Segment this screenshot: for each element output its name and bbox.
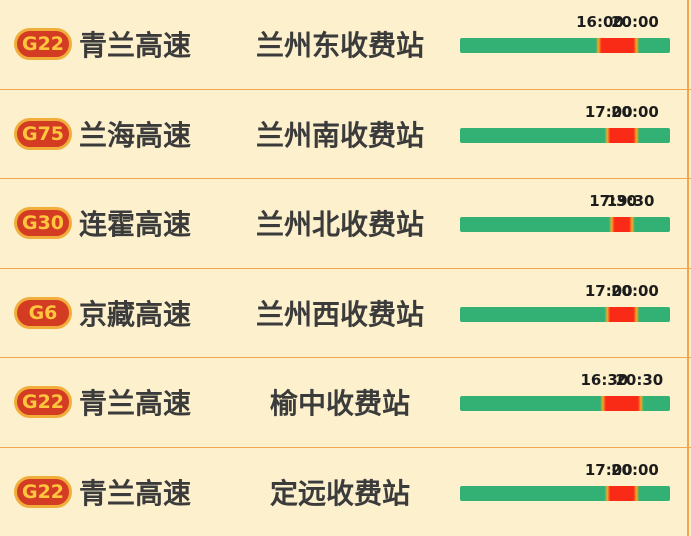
highway-number-badge: G22 bbox=[14, 386, 72, 419]
highway-number-badge: G75 bbox=[14, 117, 72, 150]
congestion-start-time-label: 17:30 bbox=[589, 192, 637, 210]
congestion-bar bbox=[460, 396, 670, 411]
toll-station-row[interactable]: G22 青兰高速 兰州东收费站 16:00 20:00 bbox=[0, 0, 691, 89]
toll-station-name: 兰州北收费站 bbox=[255, 208, 424, 242]
highway-number-badge: G22 bbox=[14, 28, 72, 61]
highway-name: 青兰高速 bbox=[79, 387, 192, 421]
highway-name: 兰海高速 bbox=[79, 118, 192, 152]
toll-station-name: 兰州东收费站 bbox=[255, 29, 424, 63]
toll-station-row[interactable]: G75 兰海高速 兰州南收费站 17:00 20:00 bbox=[0, 88, 691, 179]
congestion-bar bbox=[460, 217, 670, 232]
congestion-start-time-label: 16:00 bbox=[576, 13, 624, 31]
congestion-start-time-label: 17:00 bbox=[584, 102, 633, 121]
congestion-end-time-label: 20:00 bbox=[611, 13, 659, 31]
congestion-timeline: 17:00 20:00 bbox=[460, 460, 670, 516]
toll-station-row[interactable]: G30 连霍高速 兰州北收费站 17:30 19:30 bbox=[0, 178, 691, 268]
congestion-end-time-label: 20:30 bbox=[615, 371, 664, 389]
congestion-timeline: 16:30 20:30 bbox=[460, 370, 670, 426]
congestion-start-time-label: 16:30 bbox=[580, 371, 629, 389]
congestion-start-time-label: 17:00 bbox=[584, 281, 633, 300]
highway-name: 连霍高速 bbox=[79, 208, 192, 242]
toll-station-row[interactable]: G22 青兰高速 定远收费站 17:00 20:00 bbox=[0, 446, 691, 536]
toll-station-row[interactable]: G22 青兰高速 榆中收费站 16:30 20:30 bbox=[0, 357, 691, 447]
toll-station-name: 兰州西收费站 bbox=[255, 297, 424, 331]
highway-number-badge: G30 bbox=[14, 207, 72, 240]
highway-number-badge: G6 bbox=[14, 296, 72, 329]
congestion-start-time-label: 17:00 bbox=[584, 460, 633, 479]
congestion-end-time-label: 20:00 bbox=[611, 460, 659, 479]
panel-right-border bbox=[687, 0, 689, 536]
toll-station-row[interactable]: G6 京藏高速 兰州西收费站 17:00 20:00 bbox=[0, 267, 691, 358]
highway-name: 青兰高速 bbox=[79, 29, 192, 63]
congestion-timeline: 17:00 20:00 bbox=[460, 281, 670, 337]
toll-station-name: 定远收费站 bbox=[269, 476, 410, 510]
congestion-bar bbox=[460, 38, 670, 53]
congestion-bar bbox=[460, 485, 670, 501]
congestion-bar bbox=[460, 127, 670, 143]
congestion-bar bbox=[460, 306, 670, 322]
congestion-timeline: 17:30 19:30 bbox=[460, 191, 670, 247]
congestion-end-time-label: 19:30 bbox=[606, 192, 655, 210]
congestion-timeline: 16:00 20:00 bbox=[460, 12, 670, 68]
highway-name: 京藏高速 bbox=[79, 297, 192, 331]
highway-name: 青兰高速 bbox=[79, 476, 192, 510]
congestion-end-time-label: 20:00 bbox=[611, 102, 659, 121]
highway-number-badge: G22 bbox=[14, 475, 72, 508]
toll-station-name: 兰州南收费站 bbox=[255, 118, 424, 152]
toll-station-name: 榆中收费站 bbox=[269, 387, 410, 421]
congestion-timeline: 17:00 20:00 bbox=[460, 102, 670, 158]
congestion-end-time-label: 20:00 bbox=[611, 281, 659, 300]
